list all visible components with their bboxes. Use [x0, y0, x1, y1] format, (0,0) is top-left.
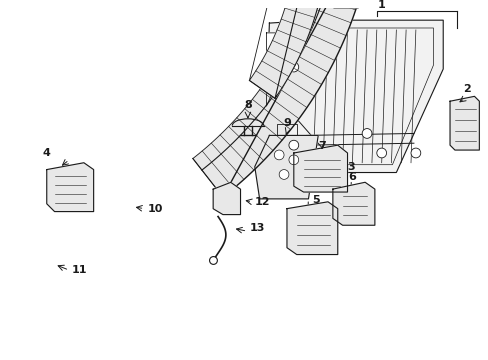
- Text: 3: 3: [347, 162, 354, 172]
- Circle shape: [288, 155, 298, 165]
- Text: 12: 12: [254, 197, 269, 207]
- Polygon shape: [332, 182, 374, 225]
- Text: 10: 10: [147, 204, 163, 213]
- Polygon shape: [286, 202, 337, 255]
- Text: 4: 4: [43, 148, 51, 158]
- Circle shape: [279, 170, 288, 179]
- Polygon shape: [192, 0, 374, 197]
- Circle shape: [209, 257, 217, 264]
- Text: 7: 7: [318, 141, 325, 151]
- Text: 9: 9: [283, 118, 290, 127]
- Polygon shape: [266, 33, 298, 106]
- Polygon shape: [324, 0, 358, 8]
- Polygon shape: [293, 145, 347, 192]
- Circle shape: [288, 140, 298, 150]
- Text: 8: 8: [244, 100, 251, 110]
- Circle shape: [410, 148, 420, 158]
- Circle shape: [274, 150, 284, 160]
- Circle shape: [362, 129, 371, 138]
- Text: 6: 6: [348, 172, 356, 182]
- Polygon shape: [213, 183, 240, 215]
- Polygon shape: [254, 135, 318, 199]
- Text: 13: 13: [249, 223, 264, 233]
- Polygon shape: [249, 0, 327, 98]
- Text: 5: 5: [312, 195, 319, 205]
- Text: 2: 2: [462, 84, 469, 94]
- Circle shape: [376, 148, 386, 158]
- Polygon shape: [264, 20, 442, 172]
- Circle shape: [288, 62, 298, 72]
- Polygon shape: [449, 96, 478, 150]
- Text: 11: 11: [72, 265, 87, 275]
- Polygon shape: [47, 163, 93, 212]
- Text: 1: 1: [377, 0, 385, 10]
